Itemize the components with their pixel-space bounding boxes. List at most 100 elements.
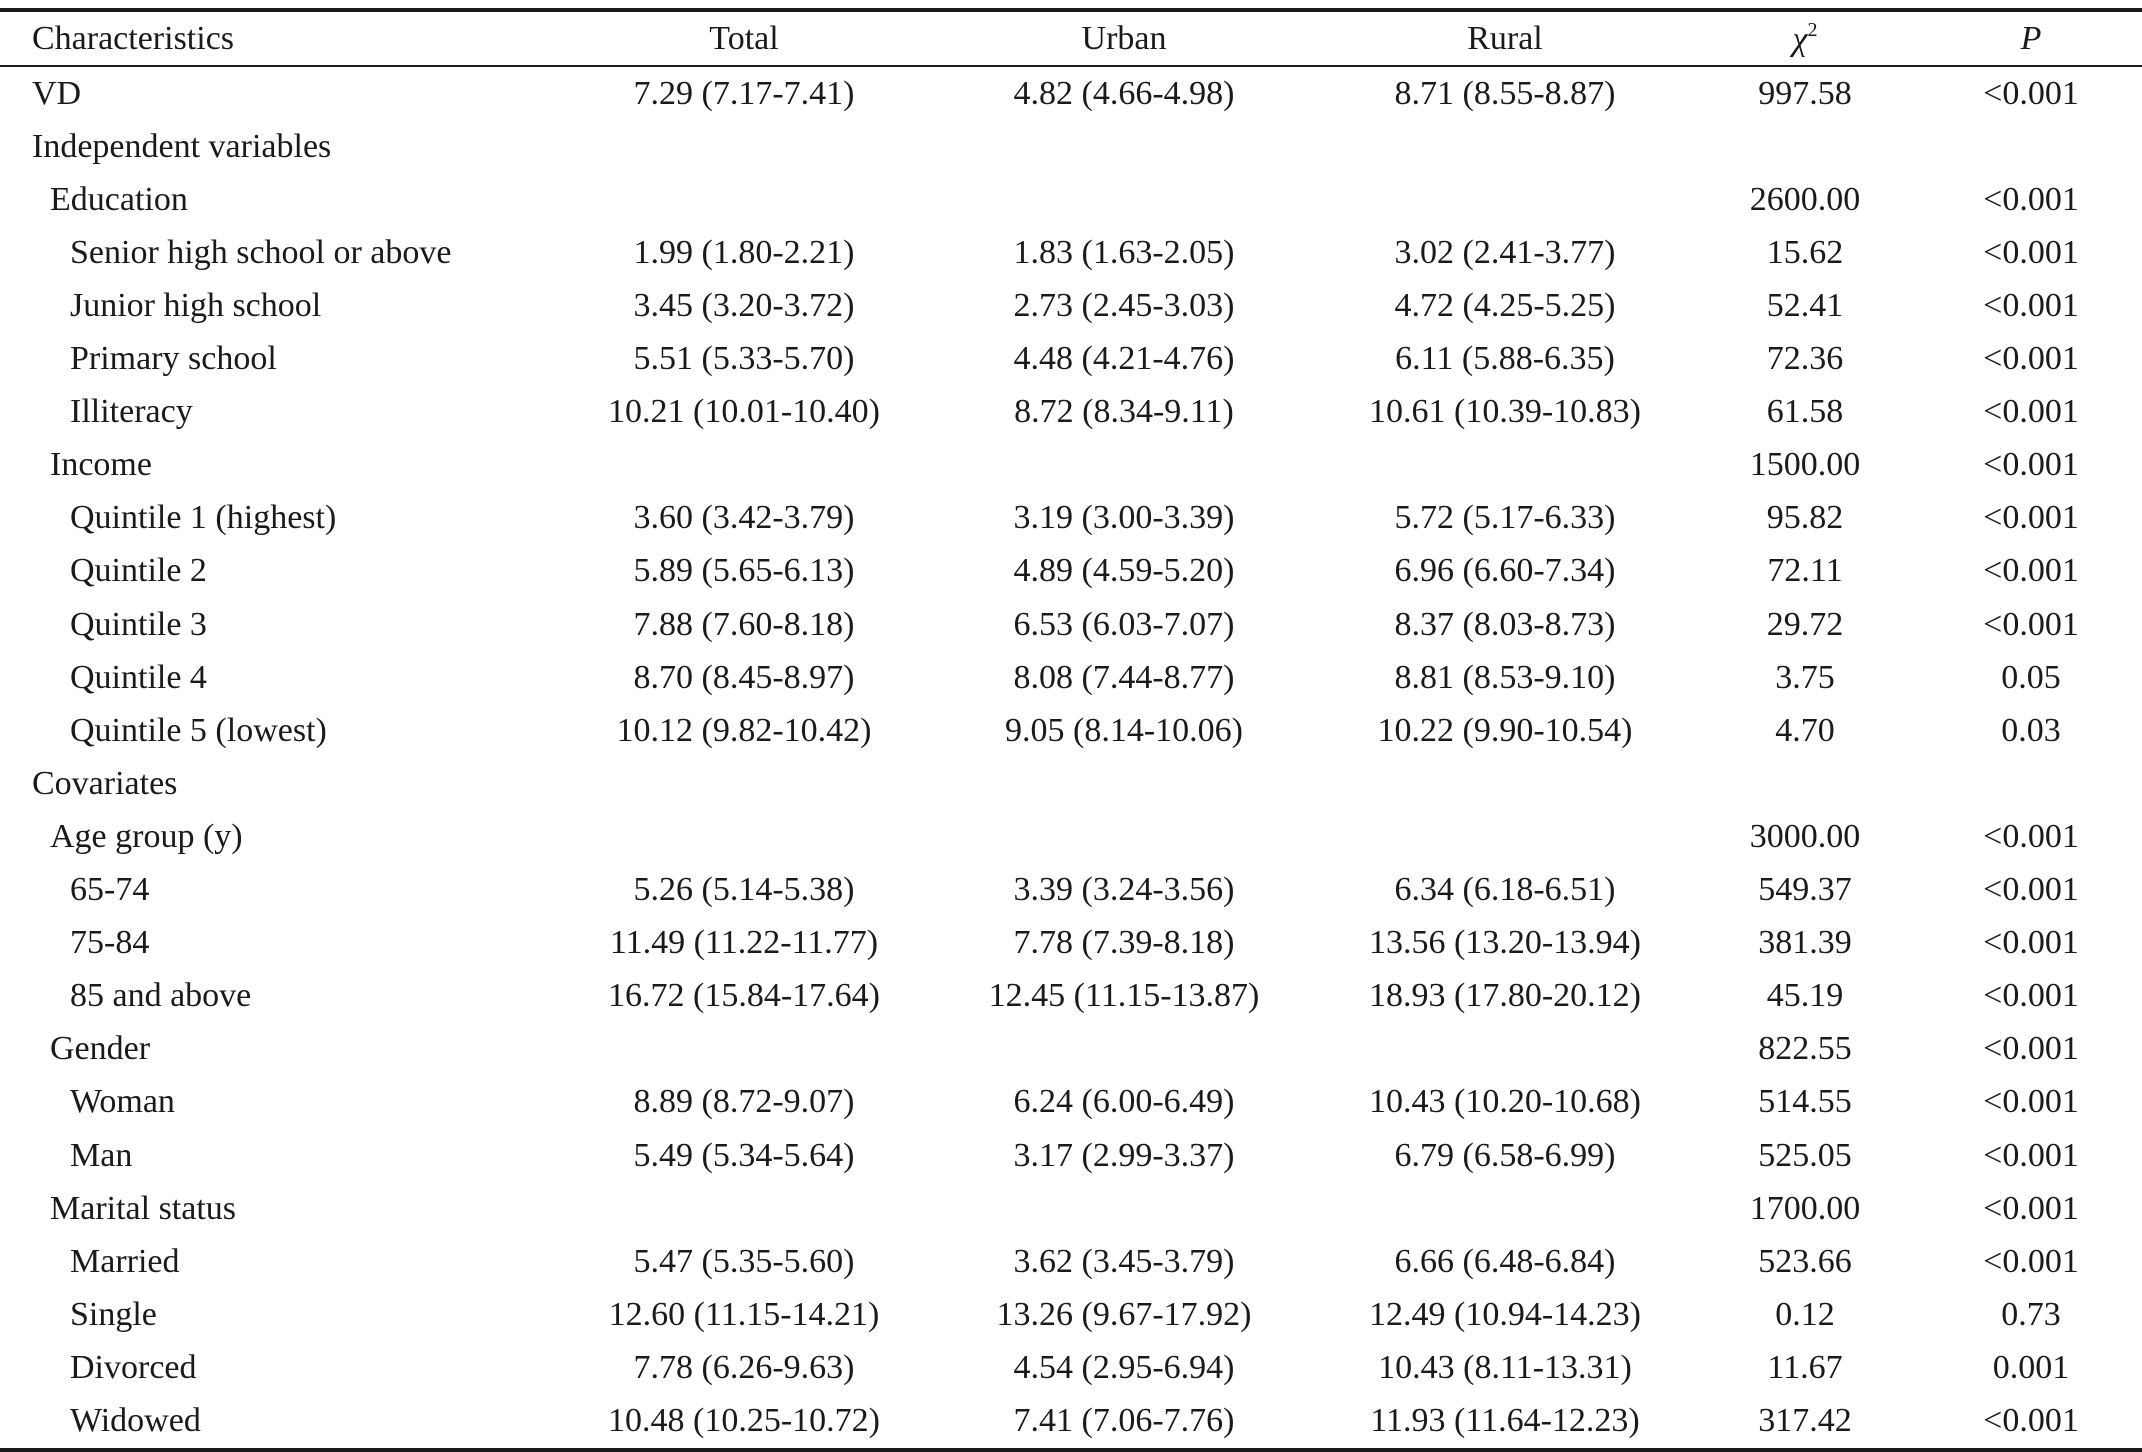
cell-urban: 12.45 (11.15-13.87) [988, 977, 1260, 1015]
cell-urban [928, 810, 1320, 863]
cell-total: 7.29 (7.17-7.41) [633, 74, 855, 112]
table-header: Characteristics Total Urban Rural χ2 P [0, 10, 2142, 67]
cell-chi-square: 29.72 [1766, 605, 1844, 643]
cell-chi-square: 549.37 [1758, 871, 1852, 909]
cell-rural: 8.71 (8.55-8.87) [1394, 74, 1616, 112]
cell-urban: 8.72 (8.34-9.11) [1014, 393, 1234, 431]
cell-urban: 3.39 (3.24-3.56) [1013, 871, 1235, 909]
cell-p-value [1920, 757, 2142, 810]
cell-characteristic: Education [50, 180, 188, 218]
cell-rural: 6.34 (6.18-6.51) [1394, 871, 1616, 909]
header-total: Total [709, 19, 779, 57]
cell-p-value: <0.001 [1983, 871, 2079, 909]
cell-rural: 6.79 (6.58-6.99) [1394, 1136, 1616, 1174]
cell-chi-square: 317.42 [1758, 1401, 1852, 1439]
cell-total: 3.45 (3.20-3.72) [633, 287, 855, 325]
cell-characteristic: Senior high school or above [70, 233, 452, 271]
cell-rural: 10.61 (10.39-10.83) [1369, 393, 1641, 431]
cell-rural: 6.96 (6.60-7.34) [1394, 552, 1616, 590]
cell-urban: 9.05 (8.14-10.06) [1005, 711, 1243, 749]
cell-characteristic: Income [50, 446, 152, 484]
cell-p-value: <0.001 [1983, 446, 2079, 484]
cell-characteristic: Independent variables [32, 127, 332, 165]
table-row: Education 2600.00 <0.001 [0, 173, 2142, 226]
cell-characteristic: Quintile 5 (lowest) [70, 711, 327, 749]
table-row: 65-74 5.26 (5.14-5.38) 3.39 (3.24-3.56) 6.3… [0, 864, 2142, 917]
cell-characteristic: VD [32, 74, 82, 112]
cell-rural: 10.43 (10.20-10.68) [1369, 1083, 1641, 1121]
header-rural: Rural [1467, 19, 1543, 57]
cell-urban: 3.19 (3.00-3.39) [1013, 499, 1235, 537]
header-row: Characteristics Total Urban Rural χ2 P [0, 10, 2142, 67]
prevalence-table: Characteristics Total Urban Rural χ2 P V… [0, 8, 2142, 1452]
cell-total: 5.89 (5.65-6.13) [633, 552, 855, 590]
chi-exponent: 2 [1807, 19, 1818, 42]
cell-characteristic: Gender [50, 1030, 151, 1068]
table-row: Quintile 4 8.70 (8.45-8.97) 8.08 (7.44-8.7… [0, 651, 2142, 704]
cell-chi-square: 3.75 [1775, 658, 1835, 696]
cell-rural: 4.72 (4.25-5.25) [1394, 287, 1616, 325]
cell-rural [1320, 439, 1690, 492]
cell-p-value: <0.001 [1983, 1242, 2079, 1280]
cell-urban: 7.78 (7.39-8.18) [1013, 924, 1235, 962]
cell-total [560, 1023, 928, 1076]
cell-total: 8.70 (8.45-8.97) [633, 658, 855, 696]
cell-chi-square: 52.41 [1766, 287, 1844, 325]
cell-chi-square: 11.67 [1767, 1348, 1843, 1386]
cell-characteristic: Widowed [70, 1401, 201, 1439]
cell-p-value: <0.001 [1983, 233, 2079, 271]
cell-chi-square: 95.82 [1766, 499, 1844, 537]
cell-characteristic: Quintile 1 (highest) [70, 499, 337, 537]
cell-chi-square: 61.58 [1766, 393, 1844, 431]
prevalence-table-container: Characteristics Total Urban Rural χ2 P V… [0, 8, 2142, 1452]
cell-total: 16.72 (15.84-17.64) [608, 977, 880, 1015]
cell-chi-square: 1500.00 [1749, 446, 1861, 484]
cell-p-value: <0.001 [1983, 924, 2079, 962]
cell-p-value: <0.001 [1983, 393, 2079, 431]
cell-p-value: <0.001 [1983, 287, 2079, 325]
cell-chi-square: 72.11 [1767, 552, 1843, 590]
table-row: Divorced 7.78 (6.26-9.63) 4.54 (2.95-6.94)… [0, 1341, 2142, 1394]
cell-urban: 13.26 (9.67-17.92) [996, 1295, 1252, 1333]
cell-urban: 3.17 (2.99-3.37) [1013, 1136, 1235, 1174]
cell-rural: 5.72 (5.17-6.33) [1394, 499, 1616, 537]
cell-chi-square: 381.39 [1758, 924, 1852, 962]
cell-rural [1320, 810, 1690, 863]
cell-p-value: <0.001 [1983, 499, 2079, 537]
cell-total: 7.78 (6.26-9.63) [633, 1348, 855, 1386]
cell-characteristic: Quintile 4 [70, 658, 207, 696]
table-row: VD 7.29 (7.17-7.41) 4.82 (4.66-4.98) 8.71 (… [0, 66, 2142, 120]
cell-rural [1320, 120, 1690, 173]
cell-urban: 6.53 (6.03-7.07) [1013, 605, 1235, 643]
cell-chi-square: 4.70 [1775, 711, 1835, 749]
cell-p-value: <0.001 [1983, 605, 2079, 643]
cell-rural: 6.66 (6.48-6.84) [1394, 1242, 1616, 1280]
cell-rural [1320, 1182, 1690, 1235]
cell-p-value: <0.001 [1983, 1030, 2079, 1068]
cell-rural: 8.37 (8.03-8.73) [1394, 605, 1616, 643]
cell-rural [1320, 757, 1690, 810]
cell-total [560, 810, 928, 863]
cell-p-value: <0.001 [1983, 74, 2079, 112]
cell-chi-square [1690, 120, 1920, 173]
cell-chi-square: 15.62 [1766, 233, 1844, 271]
cell-urban: 4.82 (4.66-4.98) [1013, 74, 1235, 112]
table-row: Woman 8.89 (8.72-9.07) 6.24 (6.00-6.49) 10.… [0, 1076, 2142, 1129]
cell-characteristic: 65-74 [70, 871, 150, 909]
cell-p-value: <0.001 [1983, 1136, 2079, 1174]
cell-rural: 3.02 (2.41-3.77) [1394, 233, 1616, 271]
cell-total: 12.60 (11.15-14.21) [608, 1295, 880, 1333]
cell-urban [928, 173, 1320, 226]
cell-characteristic: Illiteracy [70, 393, 193, 431]
cell-chi-square [1690, 757, 1920, 810]
cell-urban: 3.62 (3.45-3.79) [1013, 1242, 1235, 1280]
cell-total: 7.88 (7.60-8.18) [633, 605, 855, 643]
cell-characteristic: Marital status [50, 1189, 237, 1227]
cell-characteristic: Woman [70, 1083, 175, 1121]
cell-p-value: <0.001 [1983, 1401, 2079, 1439]
cell-total [560, 439, 928, 492]
cell-characteristic: Junior high school [70, 287, 322, 325]
cell-rural: 8.81 (8.53-9.10) [1394, 658, 1616, 696]
table-row: Marital status 1700.00 <0.001 [0, 1182, 2142, 1235]
cell-total: 10.48 (10.25-10.72) [608, 1401, 880, 1439]
